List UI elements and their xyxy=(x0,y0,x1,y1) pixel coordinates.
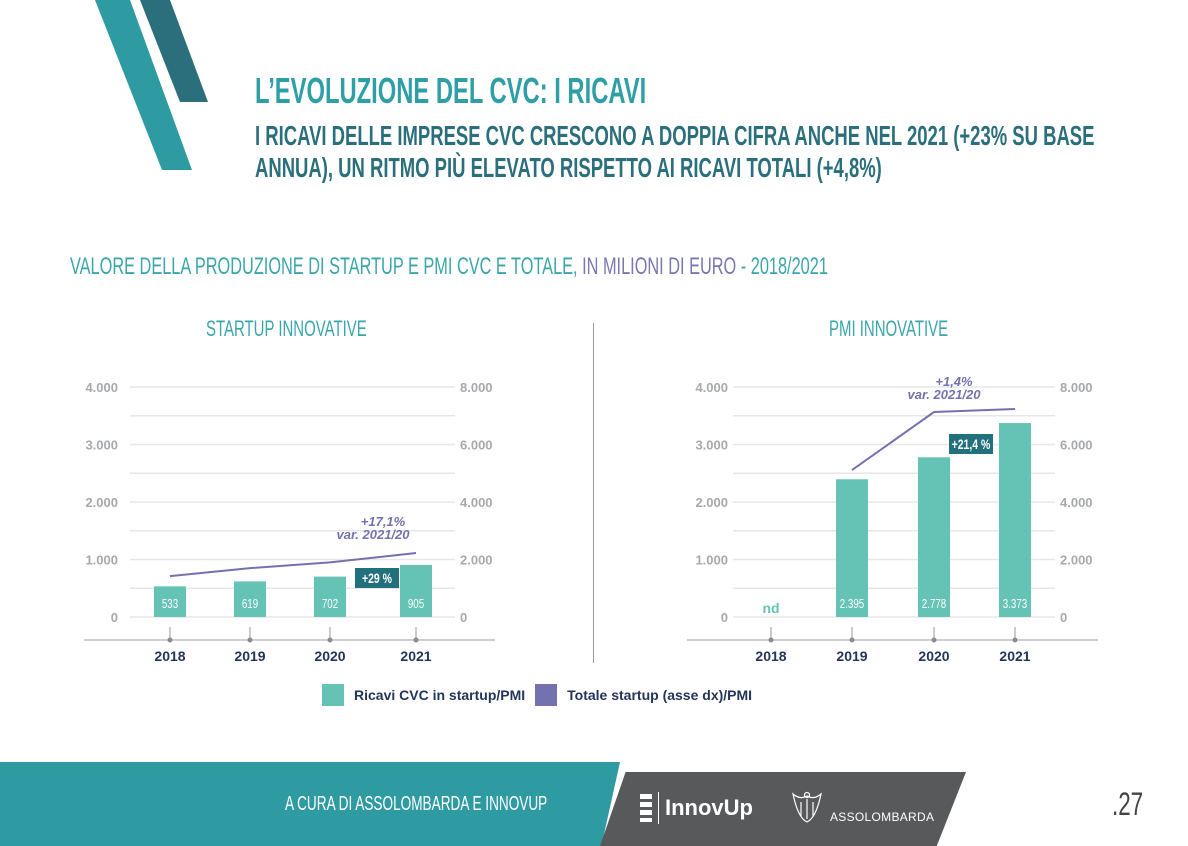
x-tick-dot xyxy=(849,637,855,643)
line-growth-label: +17,1% xyxy=(361,514,406,529)
left-axis-tick: 0 xyxy=(721,610,728,625)
x-tick-dot xyxy=(931,637,937,643)
footer-band xyxy=(0,762,620,846)
line-growth-label: +1,4% xyxy=(935,374,973,389)
page-title: L’EVOLUZIONE DEL CVC: I RICAVI xyxy=(255,70,647,111)
legend: Ricavi CVC in startup/PMI Totale startup… xyxy=(322,684,752,706)
left-axis-tick: 3.000 xyxy=(695,438,728,453)
bar xyxy=(836,479,868,617)
left-axis-tick: 1.000 xyxy=(85,553,118,568)
decorative-stripes xyxy=(95,0,208,170)
charts: 0 1.000 2.000 3.000 4.000 0 2.000 4.000 6.000 8.0… xyxy=(84,374,1098,664)
logo-text: InnovUp xyxy=(665,795,753,820)
growth-badge xyxy=(949,434,993,454)
legend-swatch-line xyxy=(535,684,558,706)
line-series xyxy=(169,552,417,578)
stripe xyxy=(95,0,192,170)
page-number: .27 xyxy=(1112,786,1144,822)
line-growth-note: var. 2021/20 xyxy=(336,527,410,542)
bar xyxy=(918,457,950,617)
bar-label: 619 xyxy=(242,598,258,612)
left-axis-tick: 4.000 xyxy=(695,380,728,395)
innovup-logo: InnovUp xyxy=(640,792,753,824)
right-axis-tick: 0 xyxy=(1060,610,1067,625)
bar-label: nd xyxy=(762,600,779,616)
x-tick-dot xyxy=(1012,637,1018,643)
line-series xyxy=(851,407,1016,471)
x-tick-label: 2019 xyxy=(234,648,265,664)
eagle-icon xyxy=(792,791,822,823)
subtitle-line: I RICAVI DELLE IMPRESE CVC CRESCONO A DO… xyxy=(255,120,1095,151)
bar-label: 905 xyxy=(408,598,424,612)
footer-logo-band xyxy=(600,772,966,846)
growth-badge xyxy=(355,568,399,588)
line-growth-note: var. 2021/20 xyxy=(907,387,981,402)
heading-part: VALORE DELLA PRODUZIONE DI STARTUP E PMI… xyxy=(70,253,578,280)
bar xyxy=(234,581,266,617)
legend-label: Totale startup (asse dx)/PMI xyxy=(567,687,753,703)
right-axis-tick: 4.000 xyxy=(460,495,493,510)
heading-period: - 2018/2021 xyxy=(736,253,828,280)
left-axis-tick: 4.000 xyxy=(85,380,118,395)
page-subtitle: I RICAVI DELLE IMPRESE CVC CRESCONO A DO… xyxy=(255,120,1094,184)
bar-label: 533 xyxy=(162,598,178,612)
bar-label: 702 xyxy=(322,598,338,612)
divider xyxy=(593,323,594,663)
bar-label: 2.395 xyxy=(840,598,864,612)
legend-label: Ricavi CVC in startup/PMI xyxy=(354,687,526,703)
chart-title-pmi: PMI INNOVATIVE xyxy=(829,316,949,341)
right-axis-tick: 8.000 xyxy=(460,380,493,395)
innovup-mark-icon xyxy=(640,794,652,822)
x-tick-label: 2021 xyxy=(400,648,431,664)
legend-swatch-bar xyxy=(322,684,344,706)
chart-title-startup: STARTUP INNOVATIVE xyxy=(206,316,367,341)
growth-badge-label: +21,4 % xyxy=(952,437,991,453)
right-axis-tick: 0 xyxy=(460,610,467,625)
logo-text: ASSOLOMBARDA xyxy=(830,810,935,824)
heading-unit: IN MILIONI DI EURO xyxy=(577,253,737,280)
footer-credit: A CURA DI ASSOLOMBARDA E INNOVUP xyxy=(285,793,548,815)
x-tick-label: 2018 xyxy=(154,648,185,664)
bar-label: 2.778 xyxy=(922,598,946,612)
right-axis-tick: 6.000 xyxy=(1060,438,1093,453)
growth-badge-label: +29 % xyxy=(362,571,392,587)
x-tick-label: 2019 xyxy=(836,648,867,664)
left-axis-tick: 1.000 xyxy=(695,553,728,568)
right-axis-tick: 6.000 xyxy=(460,438,493,453)
x-tick-dot xyxy=(413,637,419,643)
x-tick-dot xyxy=(327,637,333,643)
x-tick-dot xyxy=(247,637,253,643)
right-axis-tick: 2.000 xyxy=(1060,553,1093,568)
left-axis-tick: 2.000 xyxy=(85,495,118,510)
bar xyxy=(314,576,346,617)
x-tick-dot xyxy=(167,637,173,643)
right-axis-tick: 4.000 xyxy=(1060,495,1093,510)
bar xyxy=(154,586,186,617)
stripe xyxy=(140,0,208,102)
assolombarda-logo: ASSOLOMBARDA xyxy=(790,790,934,824)
bar-label: 3.373 xyxy=(1003,598,1027,612)
bar xyxy=(999,423,1031,617)
bar xyxy=(400,564,432,617)
x-tick-label: 2020 xyxy=(918,648,949,664)
x-tick-label: 2020 xyxy=(314,648,345,664)
right-axis-tick: 2.000 xyxy=(460,553,493,568)
x-tick-label: 2021 xyxy=(999,648,1030,664)
subtitle-line: ANNUA), UN RITMO PIÙ ELEVATO RISPETTO AI… xyxy=(255,152,882,183)
right-axis-tick: 8.000 xyxy=(1060,380,1093,395)
left-axis-tick: 3.000 xyxy=(85,438,118,453)
x-tick-dot xyxy=(768,637,774,643)
left-axis-tick: 0 xyxy=(111,610,118,625)
chart-heading: VALORE DELLA PRODUZIONE DI STARTUP E PMI… xyxy=(70,253,828,281)
left-axis-tick: 2.000 xyxy=(695,495,728,510)
x-tick-label: 2018 xyxy=(755,648,786,664)
